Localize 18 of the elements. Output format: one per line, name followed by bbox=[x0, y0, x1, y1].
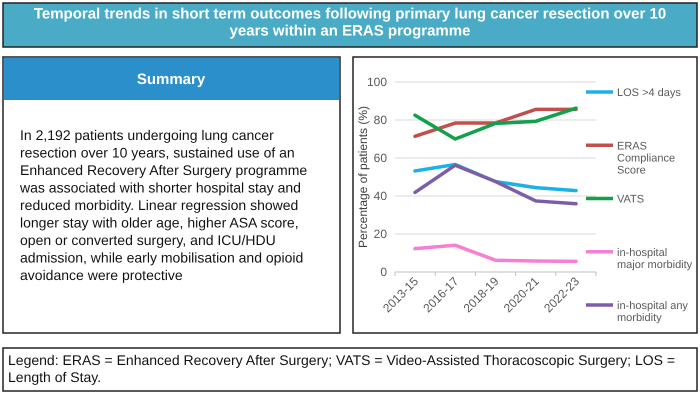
y-tick-label: 40 bbox=[374, 189, 388, 203]
y-tick-label: 60 bbox=[374, 151, 388, 165]
line-series bbox=[413, 163, 578, 206]
y-tick-label: 20 bbox=[374, 227, 388, 241]
y-tick-label: 80 bbox=[374, 113, 388, 127]
y-axis-title: Percentage of patients (%) bbox=[356, 106, 370, 248]
text: Temporal trends in short term outcomes following primary lung cancer resection over 10 years within an ERAS programme bbox=[34, 6, 666, 40]
legend-label: LOS >4 days bbox=[617, 87, 682, 99]
text: Legend: ERAS = Enhanced Recovery After Surgery; VATS = Video-Assisted Thoracoscopic Surgery; LOS = Length of Stay. bbox=[8, 352, 676, 385]
y-tick-label: 0 bbox=[380, 265, 388, 279]
legend-label: in-hospital any morbidity bbox=[617, 300, 688, 324]
text: In 2,192 patients undergoing lung cancer resection over 10 years, sustained use of an Enhanced Recovery After Surgery programme was associated with shorter hospital stay and reduced morbidity. Linear regression showed longer stay with older age, higher ASA score, open or converted surgery, and ICU/HDU admission, while early mobilisation and opioid avoidance were protective bbox=[20, 127, 308, 283]
legend-label: VATS bbox=[617, 194, 644, 206]
text: Summary bbox=[136, 71, 206, 88]
legend-label: ERAS Compliance Score bbox=[617, 140, 676, 176]
legend-label: in-hospital major morbidity bbox=[617, 246, 693, 271]
line-series bbox=[413, 243, 578, 264]
y-tick-label: 100 bbox=[366, 75, 388, 89]
